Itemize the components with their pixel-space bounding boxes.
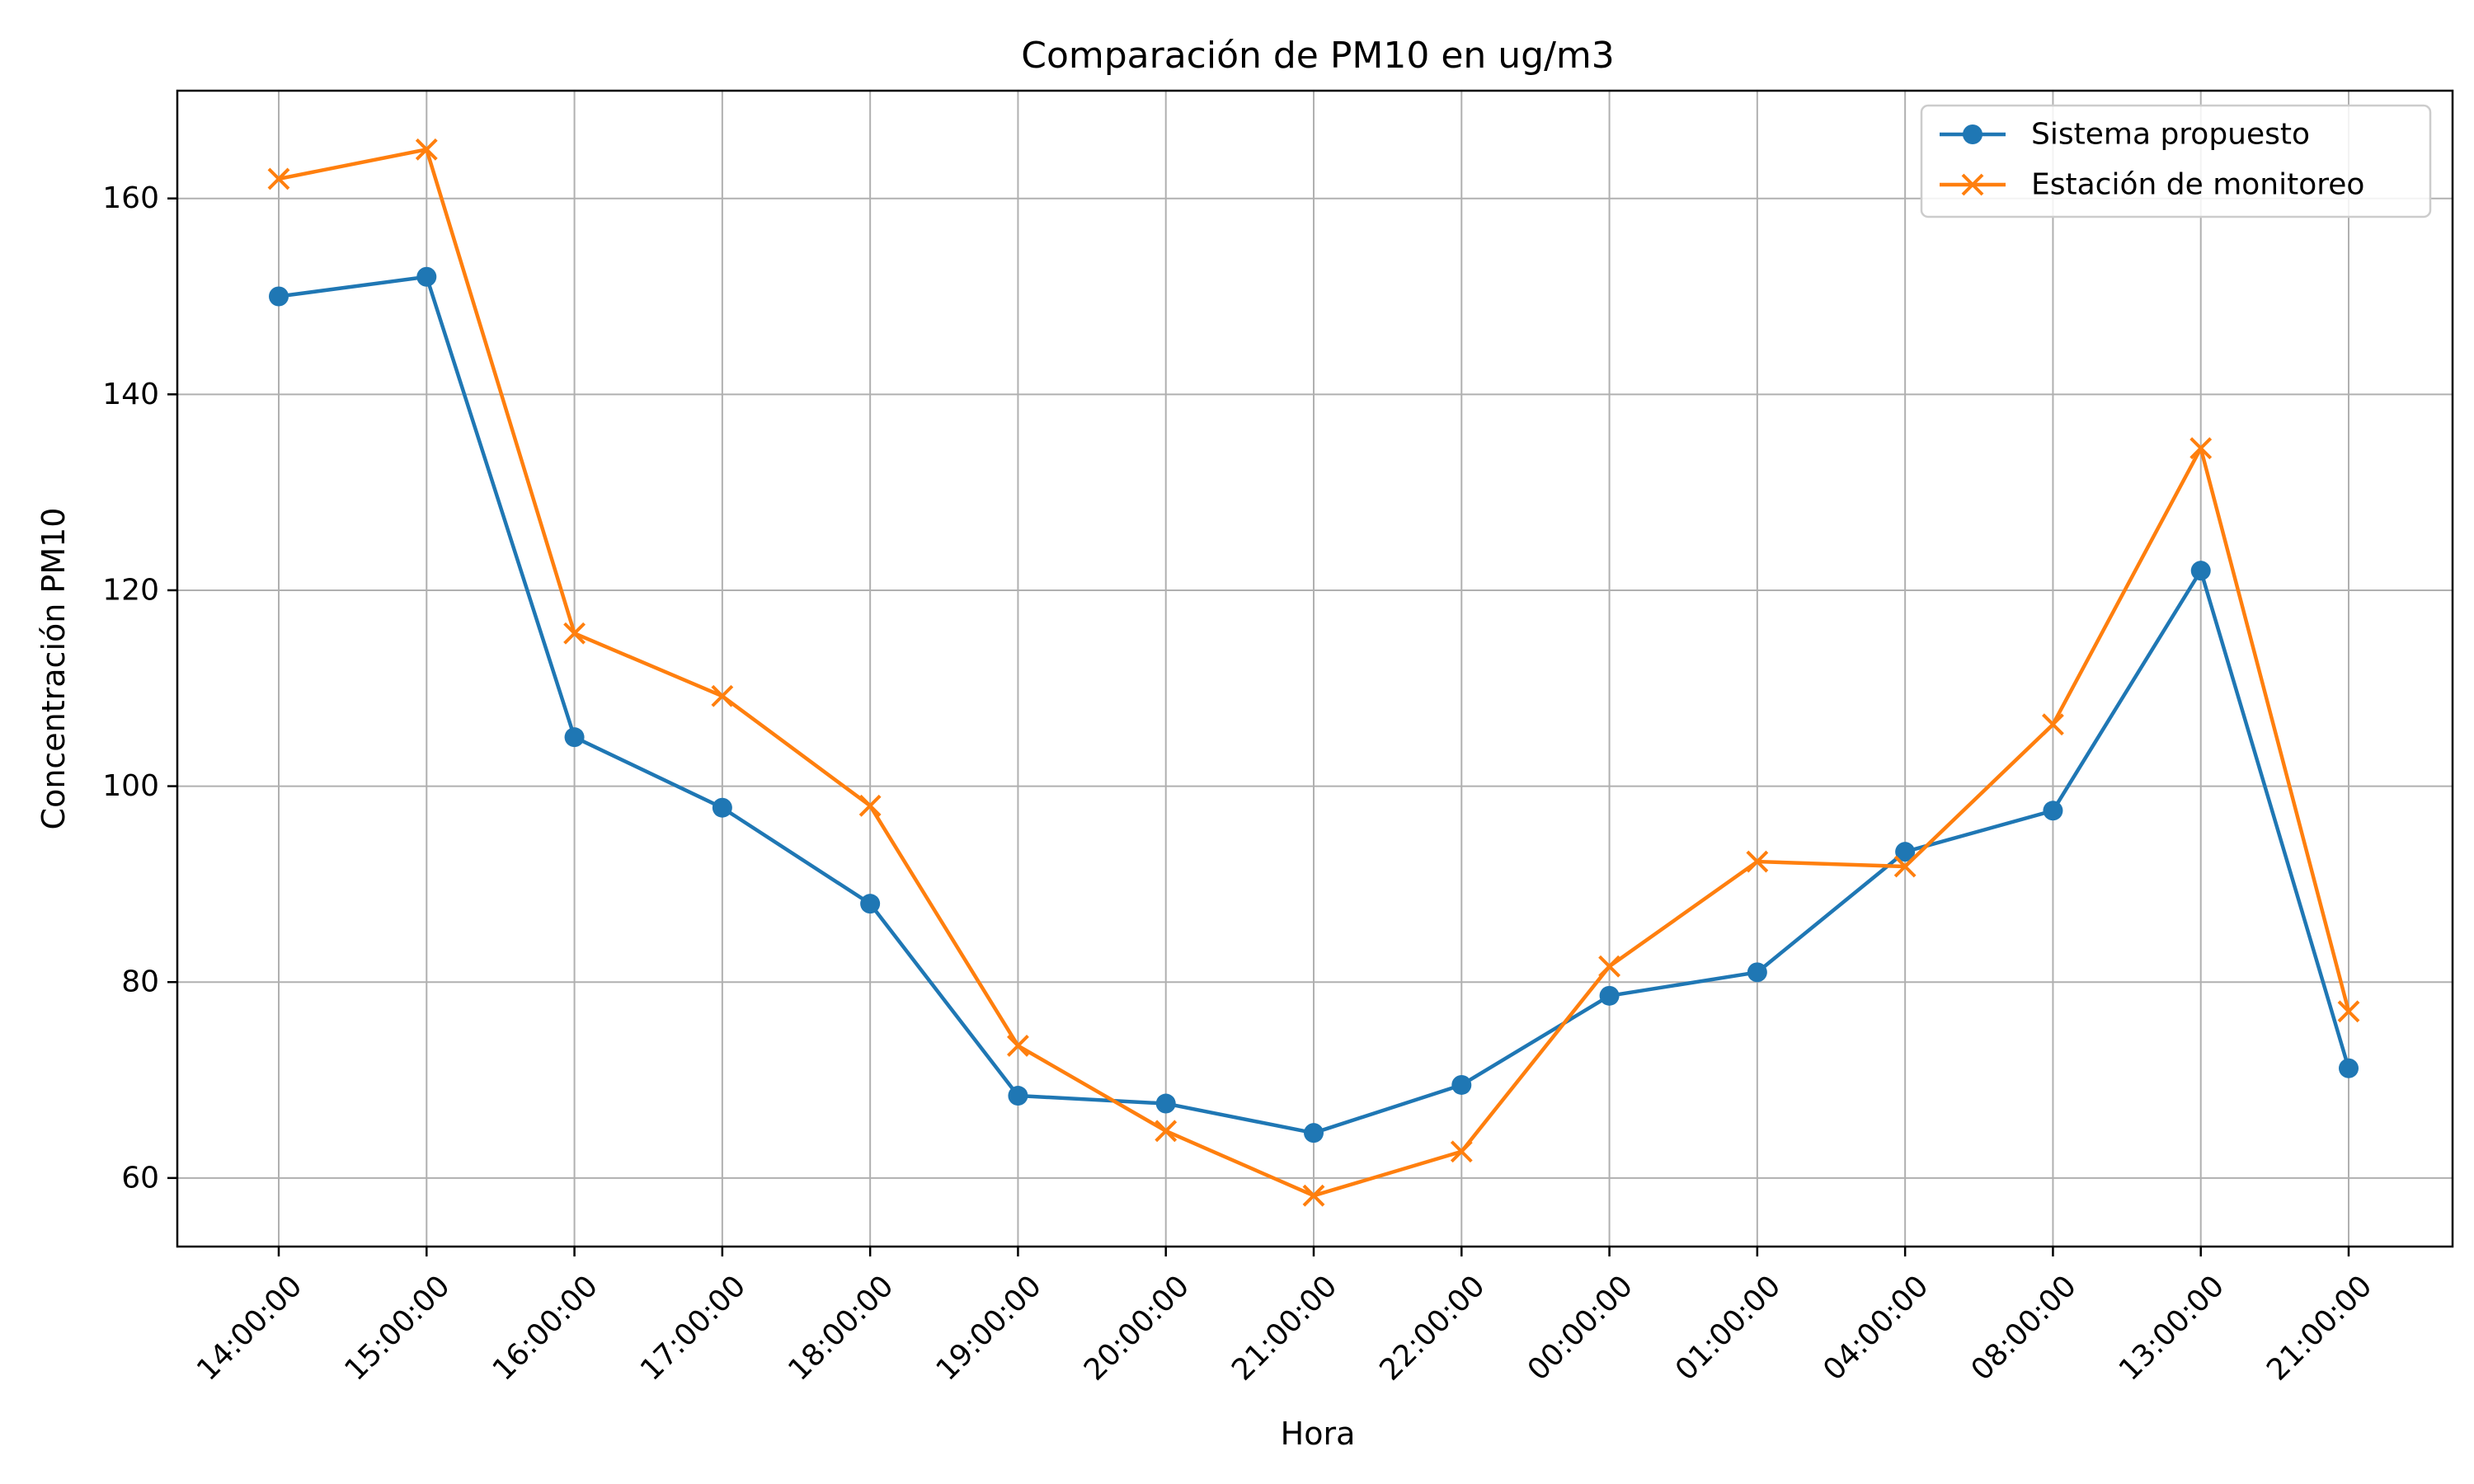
data-point <box>2337 1000 2360 1023</box>
legend-marker <box>1963 124 1982 144</box>
y-tick-label: 140 <box>102 378 159 411</box>
legend-label: Estación de monitoreo <box>2031 168 2364 202</box>
data-point <box>2339 1058 2359 1078</box>
data-point <box>267 167 290 190</box>
y-axis-label: Concentración PM10 <box>35 508 72 830</box>
data-point <box>415 138 438 161</box>
chart-title: Comparación de PM10 en ug/m3 <box>1021 35 1615 77</box>
y-axis: 60 80 100 120 140 160 <box>102 181 177 1195</box>
data-point <box>2189 437 2213 460</box>
series-group <box>267 138 2360 1207</box>
series-2 <box>267 138 2360 1207</box>
data-point <box>416 266 437 287</box>
legend-marker <box>1961 173 1984 196</box>
plot-frame <box>176 89 2454 1248</box>
y-tick-label: 80 <box>121 965 159 999</box>
data-point <box>1450 1140 1473 1163</box>
data-point <box>1746 850 1769 873</box>
legend: Sistema propuesto Estación de monitoreo <box>1920 104 2432 218</box>
data-point <box>711 684 734 707</box>
data-point <box>1155 1120 1178 1143</box>
grid-lines <box>177 91 2453 1247</box>
data-point <box>1598 955 1620 978</box>
data-point <box>564 727 585 748</box>
data-point <box>1007 1035 1029 1057</box>
y-tick-label: 120 <box>102 573 159 607</box>
data-point <box>2190 561 2211 581</box>
data-point <box>2042 713 2064 736</box>
y-tick-label: 100 <box>102 769 159 803</box>
data-point <box>563 622 586 645</box>
data-point <box>1895 842 1916 862</box>
data-point <box>2043 801 2063 821</box>
y-tick-label: 60 <box>121 1161 159 1195</box>
legend-label: Sistema propuesto <box>2031 118 2310 152</box>
data-point <box>269 286 289 307</box>
data-point <box>1893 855 1917 878</box>
data-point <box>712 797 732 818</box>
data-point <box>1599 985 1620 1006</box>
data-point <box>858 794 882 817</box>
data-point <box>1008 1086 1028 1106</box>
data-point <box>1302 1184 1325 1207</box>
x-axis-label: Hora <box>1281 1416 1356 1452</box>
data-point <box>1747 962 1767 983</box>
data-point <box>860 894 881 914</box>
data-point <box>1155 1093 1176 1114</box>
series-1 <box>269 266 2359 1144</box>
legend-box <box>1920 104 2432 218</box>
data-point <box>1304 1123 1324 1144</box>
y-tick-label: 160 <box>102 181 159 215</box>
data-point <box>1451 1074 1472 1095</box>
